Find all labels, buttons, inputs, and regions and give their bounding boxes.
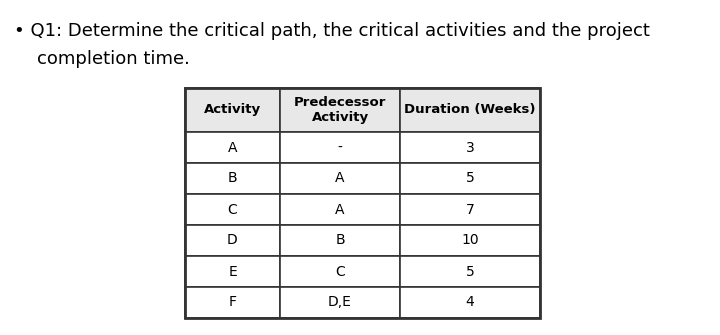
Bar [400, 256, 540, 287]
Bar [185, 287, 280, 318]
Text: • Q1: Determine the critical path, the critical activities and the project: • Q1: Determine the critical path, the c… [14, 22, 650, 40]
Bar [280, 225, 400, 256]
Text: A: A [336, 172, 345, 186]
Bar [400, 225, 540, 256]
Text: B: B [336, 233, 345, 248]
Bar [400, 194, 540, 225]
Text: 7: 7 [466, 202, 474, 216]
Bar [280, 287, 400, 318]
Text: completion time.: completion time. [14, 50, 190, 68]
Text: Duration (Weeks): Duration (Weeks) [404, 104, 536, 117]
Text: A: A [228, 140, 238, 154]
Text: A: A [336, 202, 345, 216]
Text: Predecessor
Activity: Predecessor Activity [294, 96, 386, 124]
Bar [185, 163, 280, 194]
Bar [400, 132, 540, 163]
Text: B: B [228, 172, 238, 186]
Bar [280, 88, 400, 132]
Bar [185, 88, 540, 318]
Bar [185, 256, 280, 287]
Text: C: C [228, 202, 238, 216]
Bar [400, 88, 540, 132]
Bar [280, 132, 400, 163]
Text: 4: 4 [466, 295, 474, 310]
Text: 5: 5 [466, 172, 474, 186]
Bar [280, 256, 400, 287]
Bar [185, 225, 280, 256]
Bar [400, 287, 540, 318]
Text: D,E: D,E [328, 295, 352, 310]
Bar [280, 194, 400, 225]
Bar [400, 163, 540, 194]
Text: Activity: Activity [204, 104, 261, 117]
Text: D: D [227, 233, 238, 248]
Text: 5: 5 [466, 265, 474, 278]
Text: F: F [228, 295, 236, 310]
Text: E: E [228, 265, 237, 278]
Bar [185, 132, 280, 163]
Bar [185, 88, 280, 132]
Bar [280, 163, 400, 194]
Text: C: C [335, 265, 345, 278]
Text: 3: 3 [466, 140, 474, 154]
Text: 10: 10 [462, 233, 479, 248]
Bar [185, 194, 280, 225]
Text: -: - [338, 140, 343, 154]
